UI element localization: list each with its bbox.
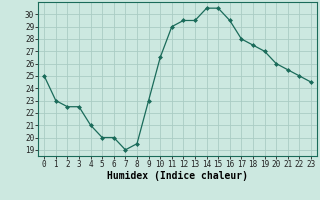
X-axis label: Humidex (Indice chaleur): Humidex (Indice chaleur) bbox=[107, 171, 248, 181]
